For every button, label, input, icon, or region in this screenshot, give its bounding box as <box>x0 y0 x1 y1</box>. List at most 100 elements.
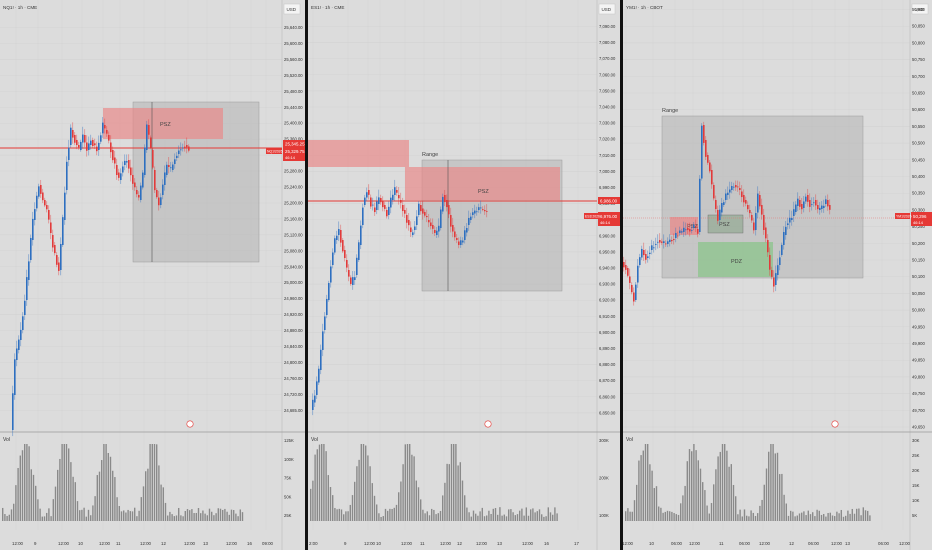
candle-body <box>709 162 711 172</box>
event-icon[interactable] <box>831 420 839 428</box>
candle-body <box>653 247 655 249</box>
price-axis[interactable]: 7,090.00 7,080.00 7,070.00 7,060.00 7,050.00… <box>599 24 616 415</box>
chart-pane-nq[interactable]: PSZ NQ1! · 1h · CME USD 25,640.00 25,600.… <box>0 0 306 550</box>
volume-bar <box>387 510 389 521</box>
pdz-label: PDZ <box>731 259 743 265</box>
volume-bar <box>492 508 494 521</box>
candle-body <box>725 193 727 200</box>
candle-body <box>673 239 675 241</box>
price-axis[interactable]: 50,900 50,850 50,800 50,750 50,700 50,650 50,6… <box>912 7 925 430</box>
price-tick-label: 7,010.00 <box>599 153 616 158</box>
candle-body <box>717 210 719 221</box>
currency-label[interactable]: USD <box>915 7 925 12</box>
pane-divider[interactable] <box>620 0 623 550</box>
psz-zone-left[interactable] <box>308 140 409 167</box>
volume-bar <box>459 462 461 521</box>
candle-body <box>16 348 18 360</box>
candle-body <box>114 157 116 164</box>
psz-label-left: PSZ <box>687 224 698 230</box>
volume-bar <box>464 495 466 521</box>
volume-bar <box>625 511 627 521</box>
volume-bar <box>112 470 114 521</box>
volume-bar <box>424 513 426 521</box>
volume-tick-label: 30K <box>912 438 920 443</box>
symbol-title[interactable]: ES1! · 1h · CME <box>311 5 344 10</box>
price-tick-label: 49,650 <box>912 425 925 430</box>
candle-body <box>338 229 340 235</box>
chart-pane-es[interactable]: Range PSZ ES1! · 1h · CME USD 7,090.00 7,… <box>308 0 621 550</box>
symbol-title[interactable]: YM1! · 1h · CBOT <box>626 5 663 10</box>
pane-divider[interactable] <box>305 0 308 550</box>
price-tick-label: 50,650 <box>912 91 925 96</box>
level-price-tag: 6,986.00 <box>600 199 618 204</box>
currency-label[interactable]: USD <box>602 7 612 12</box>
volume-bar <box>669 511 671 521</box>
volume-bar <box>125 512 127 521</box>
volume-bar <box>362 444 365 521</box>
symbol-title[interactable]: NQ1! · 1h · CME <box>3 5 37 10</box>
volume-bar <box>114 477 116 521</box>
volume-bar <box>123 510 125 521</box>
candle-body <box>635 284 637 300</box>
candle-body <box>362 207 364 225</box>
es-chart-canvas[interactable]: Range PSZ ES1! · 1h · CME USD 7,090.007,… <box>308 0 621 550</box>
volume-bar <box>4 514 6 521</box>
volume-bar <box>499 507 501 521</box>
volume-bar <box>428 515 431 521</box>
volume-bar <box>840 509 842 521</box>
volume-bar <box>792 511 794 521</box>
volume-bar <box>809 514 812 521</box>
volume-bar <box>356 466 358 521</box>
price-tick-label: 50,700 <box>912 74 925 79</box>
candle-body <box>474 210 476 214</box>
volume-bar <box>490 513 492 521</box>
chart-pane-ym[interactable]: Range PSZ PSZ PDZ YM1! · 1h · CBOT USD 5… <box>623 0 932 550</box>
psz-zone[interactable] <box>405 167 560 200</box>
price-tick-label: 25,160.00 <box>284 216 303 221</box>
time-tick-label: 12:00 <box>623 541 634 546</box>
volume-bar <box>422 509 424 521</box>
candle-body <box>124 160 126 165</box>
event-icon[interactable] <box>186 420 194 428</box>
volume-bar <box>358 459 360 521</box>
price-tick-label: 25,400.00 <box>284 121 303 126</box>
time-tick-label: 12:00 <box>401 541 413 546</box>
candle-body <box>56 255 58 265</box>
time-axis[interactable]: 2:00 9 12:00 10 12:00 11 12:00 12 12:00 13 12:00 16… <box>309 541 579 546</box>
time-tick-label: 12:00 <box>184 541 196 546</box>
currency-label[interactable]: USD <box>287 7 297 12</box>
volume-bar <box>453 444 455 521</box>
candle-body <box>22 316 24 330</box>
time-tick-label: 11 <box>420 541 425 546</box>
candle-body <box>633 292 635 302</box>
volume-bar <box>332 495 334 521</box>
volume-bar <box>503 514 505 521</box>
candle-body <box>70 127 72 145</box>
volume-bar <box>376 504 378 521</box>
volume-bar <box>13 503 15 521</box>
time-axis[interactable]: 12:00 9 12:00 10 12:00 11 12:00 12 12:00 13 12:00 1… <box>12 541 274 546</box>
candle-body <box>713 185 715 199</box>
psz-zone[interactable] <box>103 108 223 139</box>
time-axis[interactable]: 12:00 10 06:00 12:00 11 06:00 12:00 12 06:00 12:0… <box>623 541 911 546</box>
volume-bar <box>785 503 787 521</box>
volume-tick-label: 5K <box>912 513 917 518</box>
nq-chart-canvas[interactable]: PSZ NQ1! · 1h · CME USD 25,640.00 25,600.… <box>0 0 306 550</box>
volume-bar <box>398 492 400 521</box>
price-tick-label: 25,520.00 <box>284 73 303 78</box>
psz-zone[interactable] <box>707 214 744 234</box>
volume-bar <box>235 513 237 521</box>
volume-bar <box>59 458 61 521</box>
ym-chart-canvas[interactable]: Range PSZ PSZ PDZ YM1! · 1h · CBOT USD 5… <box>623 0 932 550</box>
candle-body <box>68 147 70 160</box>
pdz-zone[interactable] <box>698 242 773 277</box>
volume-bar <box>197 508 200 521</box>
price-tick-label: 7,060.00 <box>599 72 616 77</box>
candle-body <box>154 170 156 191</box>
event-icon[interactable] <box>484 420 492 428</box>
candle-body <box>92 140 94 147</box>
candle-body <box>86 142 88 151</box>
candle-body <box>450 215 452 227</box>
candle-body <box>456 238 458 240</box>
candle-body <box>785 226 787 235</box>
